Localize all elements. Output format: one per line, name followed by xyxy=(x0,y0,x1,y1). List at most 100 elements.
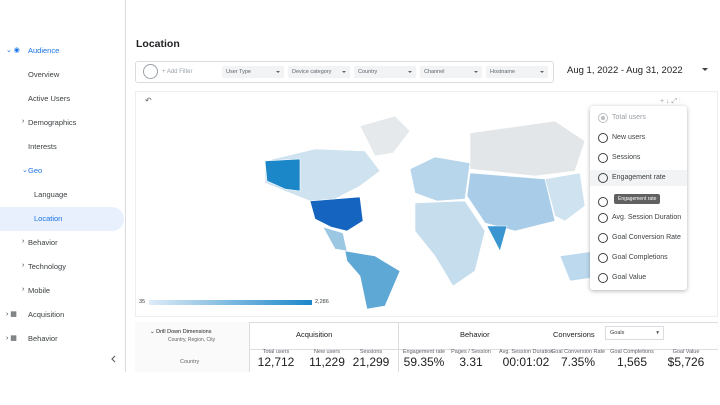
nav-icon: › ▦ xyxy=(6,335,17,342)
nav-icon: ⌄ ◉ xyxy=(6,47,20,54)
option-label: Goal Completions xyxy=(612,254,668,261)
goal-select-text: Goals xyxy=(610,330,625,336)
nav-icon: › xyxy=(22,286,25,293)
option-label: New users xyxy=(612,134,646,141)
option-label: Goal Value xyxy=(612,274,647,281)
svg-text:↶: ↶ xyxy=(145,96,152,105)
filter-toggle[interactable] xyxy=(143,64,158,79)
nav-icon: › xyxy=(22,238,25,245)
option-label: Engagement rate xyxy=(612,174,666,181)
column-header: Goal Completions xyxy=(610,349,654,355)
nav-item[interactable]: Demographics xyxy=(28,118,77,127)
total-value: 12,712 xyxy=(257,355,295,369)
drill-down[interactable]: ⌄ Drill Down Dimensions xyxy=(150,329,212,335)
option-label: Avg. Session Duration xyxy=(612,214,682,221)
filter-dropdown[interactable]: User Type xyxy=(222,66,284,78)
radio[interactable] xyxy=(598,233,608,243)
divider xyxy=(398,322,399,372)
nav-icon: ⌄ xyxy=(22,167,28,174)
total-value: 11,229 xyxy=(309,355,345,369)
date-caret[interactable] xyxy=(700,66,710,74)
nav-item[interactable]: Acquisition xyxy=(28,310,65,319)
table xyxy=(135,322,718,372)
nav-item[interactable]: Geo xyxy=(28,166,43,175)
filter-bar xyxy=(135,61,554,83)
option-label: Goal Conversion Rate xyxy=(612,234,681,241)
filter-dropdown[interactable]: Hostname xyxy=(486,66,548,78)
goal-select[interactable]: Goals ▾ xyxy=(605,326,664,340)
nav-item[interactable]: Interests xyxy=(28,142,57,151)
total-value: 7.35% xyxy=(560,355,596,369)
add-filter[interactable]: + Add Filter xyxy=(162,69,193,75)
filter-dropdown[interactable]: Channel xyxy=(420,66,482,78)
nav-icon: › xyxy=(22,262,25,269)
option-label: Sessions xyxy=(612,154,641,161)
radio[interactable] xyxy=(598,173,608,183)
selected-item-bg xyxy=(0,207,124,231)
radio[interactable] xyxy=(598,273,608,283)
metric-option[interactable]: Goal Completions xyxy=(598,253,683,266)
radio[interactable] xyxy=(598,113,608,123)
filter-dropdown[interactable]: Device category xyxy=(288,66,350,78)
dimension-label: Country xyxy=(180,359,200,365)
total-value: 00:01:02 xyxy=(502,355,550,369)
group-header: Behavior xyxy=(460,330,490,339)
option-label: Total users xyxy=(612,114,646,121)
column-header: Goal Value xyxy=(672,349,700,355)
radio[interactable] xyxy=(598,253,608,263)
column-header: Sessions xyxy=(359,349,383,355)
nav-item[interactable]: Overview xyxy=(28,70,60,79)
tooltip: Engagement rate xyxy=(614,194,661,204)
group-header: Conversions xyxy=(553,330,595,339)
drill-down-sub: Country, Region, City xyxy=(168,337,216,343)
filter-dropdown[interactable]: Country xyxy=(354,66,416,78)
column-header: Goal Conversion Rate xyxy=(551,349,606,355)
metric-option[interactable]: Total users xyxy=(598,113,683,126)
world-map: ↶ + ↓ ⤢ ⋮ xyxy=(145,96,681,310)
nav-item[interactable]: Behavior xyxy=(28,334,58,343)
nav-item[interactable]: Active Users xyxy=(28,94,71,103)
nav-item[interactable]: Mobile xyxy=(28,286,51,295)
metric-option[interactable]: Avg. Session Duration xyxy=(598,213,683,226)
metric-option[interactable]: Goal Conversion Rate xyxy=(598,233,683,246)
group-header: Acquisition xyxy=(296,330,333,339)
total-value: 59.35% xyxy=(403,355,445,369)
column-header: Total users xyxy=(262,349,290,355)
sidebar-border xyxy=(125,0,126,372)
nav-icon: › ▦ xyxy=(6,311,17,318)
legend-max: 2,286 xyxy=(315,299,329,305)
date-range[interactable]: Aug 1, 2022 - Aug 31, 2022 xyxy=(567,65,683,76)
total-value: 21,299 xyxy=(352,355,390,369)
nav-item[interactable]: Behavior xyxy=(28,238,58,247)
total-value: 1,565 xyxy=(616,355,648,369)
radio[interactable] xyxy=(598,153,608,163)
radio[interactable] xyxy=(598,197,608,207)
radio[interactable] xyxy=(598,213,608,223)
nav-item[interactable]: Audience xyxy=(28,46,60,55)
total-value: $5,726 xyxy=(667,355,705,369)
nav-item[interactable]: Technology xyxy=(28,262,66,271)
group-row xyxy=(250,322,718,350)
svg-text:+ ↓ ⤢ ⋮: + ↓ ⤢ ⋮ xyxy=(660,97,681,105)
column-header: Pages / Session xyxy=(451,349,491,355)
hover-row xyxy=(590,170,687,186)
drill-down-title: Drill Down Dimensions xyxy=(156,329,212,335)
map-panel xyxy=(135,91,718,317)
legend-min: 35 xyxy=(139,299,146,305)
nav-item[interactable]: Location xyxy=(34,214,63,223)
dimension-cell xyxy=(135,322,250,372)
column-header: Avg. Session Duration xyxy=(499,349,554,355)
total-value: 3.31 xyxy=(459,355,483,369)
metric-option[interactable]: New users xyxy=(598,133,683,146)
collapse-icon[interactable] xyxy=(108,353,120,365)
page-title: Location xyxy=(136,38,180,50)
metric-option[interactable]: Engagement rate xyxy=(598,173,683,186)
radio[interactable] xyxy=(598,133,608,143)
metric-option[interactable]: Sessions xyxy=(598,153,683,166)
nav-item[interactable]: Language xyxy=(34,190,68,199)
nav-icon: › xyxy=(22,118,25,125)
column-header: New users xyxy=(314,349,340,355)
column-header: Engagement rate xyxy=(402,349,446,355)
metric-option[interactable]: Goal Value xyxy=(598,273,683,286)
